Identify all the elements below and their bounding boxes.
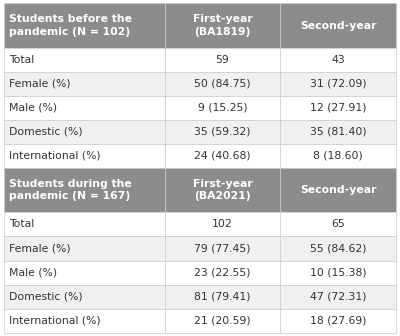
Text: Students before the
pandemic (N = 102): Students before the pandemic (N = 102)	[9, 14, 132, 37]
Bar	[4, 285, 165, 308]
Text: 102: 102	[212, 219, 233, 229]
Text: Female (%): Female (%)	[9, 79, 70, 89]
Text: Domestic (%): Domestic (%)	[9, 292, 82, 302]
Text: First-year
(BA2021): First-year (BA2021)	[193, 179, 252, 202]
Bar	[165, 72, 280, 96]
Bar	[4, 48, 165, 72]
Text: First-year
(BA1819): First-year (BA1819)	[193, 14, 252, 37]
Bar	[165, 144, 280, 168]
Bar	[165, 260, 280, 285]
Text: 12 (27.91): 12 (27.91)	[310, 103, 366, 113]
Text: 50 (84.75): 50 (84.75)	[194, 79, 251, 89]
Text: Domestic (%): Domestic (%)	[9, 127, 82, 137]
Bar	[280, 48, 396, 72]
Bar	[280, 144, 396, 168]
Bar	[280, 120, 396, 144]
Bar	[165, 237, 280, 260]
Bar	[4, 168, 165, 212]
Bar	[4, 72, 165, 96]
Text: Male (%): Male (%)	[9, 103, 57, 113]
Text: Female (%): Female (%)	[9, 244, 70, 254]
Text: 35 (59.32): 35 (59.32)	[194, 127, 251, 137]
Text: 35 (81.40): 35 (81.40)	[310, 127, 366, 137]
Text: 55 (84.62): 55 (84.62)	[310, 244, 366, 254]
Text: Total: Total	[9, 219, 34, 229]
Bar	[165, 168, 280, 212]
Bar	[280, 285, 396, 308]
Text: 79 (77.45): 79 (77.45)	[194, 244, 251, 254]
Bar	[280, 72, 396, 96]
Text: Students during the
pandemic (N = 167): Students during the pandemic (N = 167)	[9, 179, 132, 202]
Text: Total: Total	[9, 55, 34, 65]
Text: 47 (72.31): 47 (72.31)	[310, 292, 366, 302]
Bar	[280, 260, 396, 285]
Text: International (%): International (%)	[9, 151, 100, 161]
Text: 9 (15.25): 9 (15.25)	[198, 103, 247, 113]
Text: 31 (72.09): 31 (72.09)	[310, 79, 366, 89]
Bar	[4, 3, 165, 48]
Bar	[165, 212, 280, 237]
Text: 8 (18.60): 8 (18.60)	[313, 151, 363, 161]
Text: International (%): International (%)	[9, 316, 100, 326]
Bar	[165, 3, 280, 48]
Text: 43: 43	[331, 55, 345, 65]
Bar	[4, 144, 165, 168]
Bar	[4, 308, 165, 333]
Bar	[165, 96, 280, 120]
Text: Male (%): Male (%)	[9, 267, 57, 278]
Bar	[165, 48, 280, 72]
Text: 18 (27.69): 18 (27.69)	[310, 316, 366, 326]
Text: 10 (15.38): 10 (15.38)	[310, 267, 366, 278]
Bar	[4, 260, 165, 285]
Bar	[4, 212, 165, 237]
Bar	[280, 168, 396, 212]
Text: Second-year: Second-year	[300, 185, 376, 195]
Text: Second-year: Second-year	[300, 20, 376, 31]
Text: 21 (20.59): 21 (20.59)	[194, 316, 251, 326]
Text: 24 (40.68): 24 (40.68)	[194, 151, 251, 161]
Bar	[280, 237, 396, 260]
Bar	[280, 96, 396, 120]
Text: 23 (22.55): 23 (22.55)	[194, 267, 251, 278]
Text: 59: 59	[216, 55, 230, 65]
Bar	[165, 308, 280, 333]
Bar	[4, 237, 165, 260]
Bar	[280, 212, 396, 237]
Text: 65: 65	[331, 219, 345, 229]
Bar	[165, 285, 280, 308]
Bar	[280, 3, 396, 48]
Bar	[165, 120, 280, 144]
Bar	[4, 120, 165, 144]
Text: 81 (79.41): 81 (79.41)	[194, 292, 251, 302]
Bar	[4, 96, 165, 120]
Bar	[280, 308, 396, 333]
